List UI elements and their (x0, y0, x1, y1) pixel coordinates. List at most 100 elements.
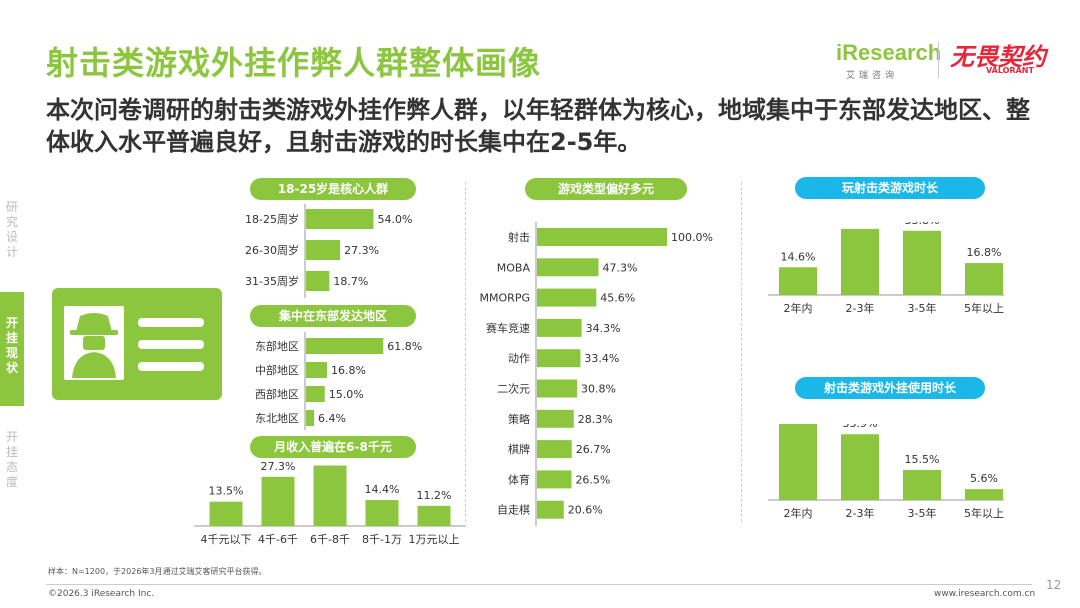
valorant-logo-sub: VALORANT (986, 66, 1034, 75)
data-label: 16.8% (331, 364, 366, 377)
data-label: 14.4% (365, 483, 400, 496)
data-label: 16.8% (967, 246, 1002, 259)
sidebar-item-label: 研究设计 (5, 200, 18, 259)
data-label: 15.5% (905, 453, 940, 466)
category-label: 5年以上 (964, 301, 1004, 315)
category-label: 西部地区 (255, 387, 299, 401)
data-label: 26.5% (575, 473, 610, 486)
category-label: 策略 (508, 412, 530, 426)
bar (841, 228, 879, 295)
bar (313, 465, 347, 526)
copyright: ©2026.3 iResearch Inc. (48, 589, 155, 599)
divider-left (465, 182, 466, 522)
category-label: MMORPG (480, 292, 530, 305)
bar (306, 410, 314, 426)
category-label: 4千-6千 (258, 533, 298, 546)
category-label: 2-3年 (846, 301, 875, 315)
data-label: 6.4% (318, 412, 346, 425)
sidebar-item-label: 开挂现状 (5, 316, 18, 375)
page-title: 射击类游戏外挂作弊人群整体画像 (46, 44, 542, 82)
bar (537, 470, 572, 489)
category-label: 2-3年 (846, 506, 875, 520)
age-chart-title: 18-25岁是核心人群 (250, 178, 416, 200)
category-label: 棋牌 (508, 442, 530, 456)
bar (965, 263, 1003, 295)
bar (537, 318, 582, 337)
sidebar-item-research-design[interactable]: 研究设计 (0, 200, 24, 270)
category-label: 1万元以上 (409, 533, 460, 546)
sidebar-item-cheating-status[interactable]: 开挂现状 (0, 292, 24, 406)
category-label: 3-5年 (908, 301, 937, 315)
footer-divider (46, 584, 1032, 585)
bar (306, 209, 374, 229)
iresearch-logo: iResearch (836, 40, 942, 65)
genre-chart-title: 游戏类型偏好多元 (525, 178, 687, 200)
data-label: 13.5% (209, 485, 244, 498)
data-label: 54.0% (378, 213, 413, 226)
data-label: 26.7% (576, 443, 611, 456)
data-label: 11.2% (417, 489, 452, 502)
category-label: 射击 (508, 230, 530, 244)
data-label: 30.8% (581, 383, 616, 396)
bar (779, 424, 817, 500)
category-label: 2年内 (784, 506, 813, 520)
bar (365, 500, 399, 526)
category-label: 自走棋 (497, 503, 530, 517)
age-chart: 18-25周岁 54.0% 26-30周岁 27.3% 31-35周岁 18.7% (245, 204, 413, 298)
income-chart: 13.5% 4千元以下 27.3% 4千-6千 33.6% 6千-8千 14.4% 8千-1万… (194, 460, 466, 546)
bar (537, 379, 578, 398)
data-label: 15.0% (329, 388, 364, 401)
data-label: 27.3% (261, 460, 296, 473)
website-link[interactable]: www.iresearch.com.cn (934, 589, 1036, 599)
data-label: 18.7% (333, 275, 368, 288)
bar (779, 267, 817, 295)
play-duration-chart: 14.6% 2年内 34.8% 2-3年 33.8% 3-5年 16.8% 5年以上 (768, 222, 1004, 315)
bar (306, 240, 341, 260)
bar (306, 338, 384, 354)
data-label: 20.6% (568, 504, 603, 517)
bar (903, 469, 941, 500)
data-label: 100.0% (671, 231, 713, 244)
page-subtitle: 本次问卷调研的射击类游戏外挂作弊人群，以年轻群体为核心，地域集中于东部发达地区、… (46, 96, 1030, 156)
sidebar-item-cheating-attitude[interactable]: 开挂态度 (0, 430, 24, 500)
cheat-duration-chart-title: 射击类游戏外挂使用时长 (795, 377, 985, 399)
data-label: 33.9% (843, 424, 878, 430)
bar (261, 476, 295, 526)
category-label: 3-5年 (908, 506, 937, 520)
category-label: 31-35周岁 (245, 274, 299, 288)
category-label: 赛车竞速 (486, 321, 530, 335)
bar (841, 434, 879, 500)
category-label: 二次元 (497, 382, 530, 396)
data-label: 5.6% (970, 472, 998, 485)
region-chart-title: 集中在东部发达地区 (250, 305, 416, 327)
iresearch-logo-cn: 艾瑞咨询 (846, 71, 899, 81)
category-label: 4千元以下 (201, 533, 252, 546)
data-label: 33.6% (313, 460, 348, 462)
logo-divider (938, 42, 939, 78)
category-label: 东北地区 (255, 412, 299, 425)
category-label: MOBA (497, 261, 531, 274)
category-label: 8千-1万 (362, 533, 402, 546)
data-label: 33.4% (584, 352, 619, 365)
genre-chart: 射击 100.0% MOBA 47.3% MMORPG 45.6% 赛车竞速 34.3% 动作 3… (480, 222, 713, 526)
bar (965, 489, 1003, 500)
divider-right (741, 182, 742, 522)
bar (306, 271, 330, 291)
bar (537, 409, 574, 428)
bar (537, 500, 564, 519)
data-label: 47.3% (602, 261, 637, 274)
data-label: 34.8% (843, 222, 878, 225)
data-label: 28.3% (578, 413, 613, 426)
bar (417, 505, 451, 526)
bar (537, 349, 581, 368)
region-chart: 东部地区 61.8% 中部地区 16.8% 西部地区 15.0% 东北地区 6.4% (255, 332, 422, 430)
play-duration-chart-title: 玩射击类游戏时长 (795, 177, 985, 199)
sample-note: 样本：N=1200，于2026年3月通过艾瑞艾客研究平台获得。 (48, 567, 267, 576)
bar (306, 362, 327, 378)
bar (537, 228, 667, 246)
category-label: 26-30周岁 (245, 243, 299, 257)
income-chart-title: 月收入普遍在6-8千元 (250, 436, 416, 458)
category-label: 6千-8千 (310, 533, 350, 546)
data-label: 34.3% (586, 322, 621, 335)
